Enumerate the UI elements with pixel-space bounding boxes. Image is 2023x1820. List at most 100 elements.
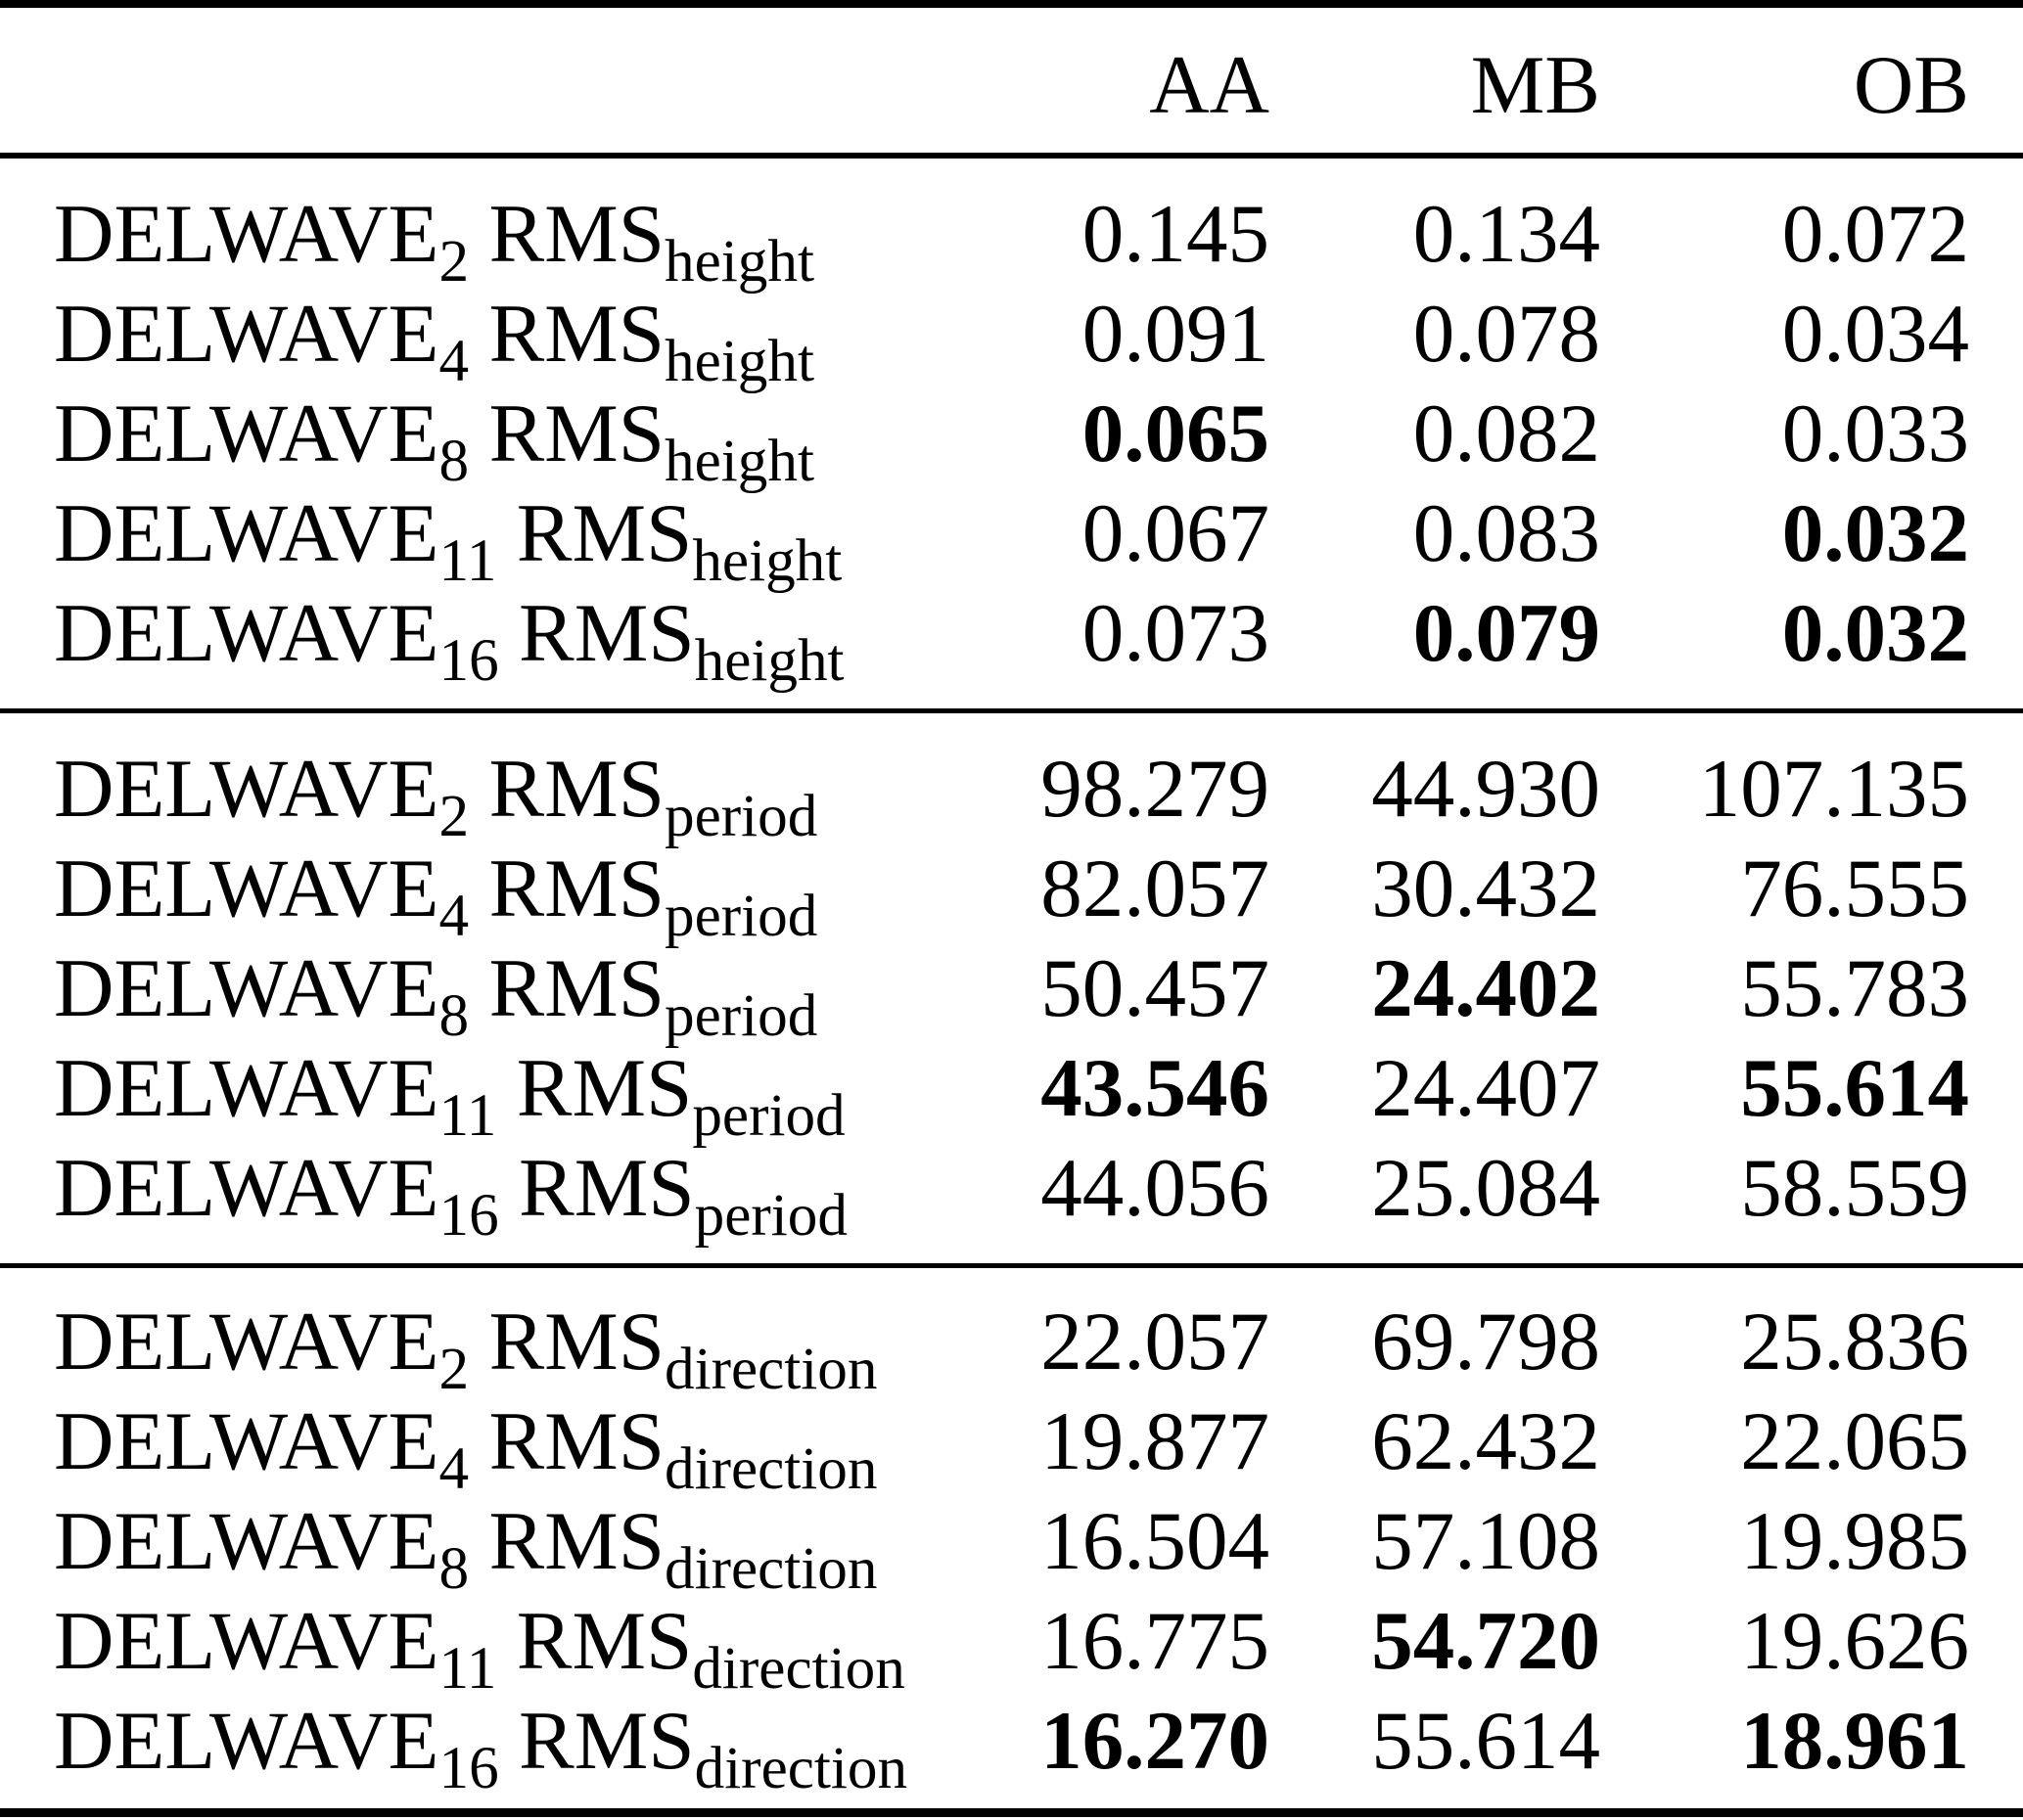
model-subscript: 2 — [438, 228, 470, 296]
value-cell-aa: 0.073 — [1081, 587, 1269, 679]
value-cell-mb: 24.407 — [1371, 1042, 1600, 1134]
value-cell-ob: 18.961 — [1740, 1695, 1969, 1787]
section-height: DELWAVE2 RMSheight 0.145 0.134 0.072 DELW… — [0, 156, 2023, 711]
model-subscript: 2 — [438, 783, 470, 850]
metric-name: RMS — [488, 743, 665, 835]
metric-subscript: height — [665, 328, 814, 395]
value-cell-ob: 0.033 — [1781, 387, 1969, 479]
value-cell-aa: 44.056 — [1040, 1142, 1269, 1234]
value-cell-mb: 44.930 — [1371, 743, 1600, 835]
value-cell-ob: 0.032 — [1781, 487, 1969, 579]
value-cell-aa: 82.057 — [1040, 842, 1269, 934]
row-label: DELWAVE16 RMSdirection — [0, 1691, 979, 1813]
model-name: DELWAVE — [54, 487, 439, 579]
header-empty-cell — [0, 4, 979, 156]
value-cell-aa: 16.270 — [1040, 1695, 1269, 1787]
row-label: DELWAVE8 RMSperiod — [0, 938, 979, 1046]
value-cell-aa: 0.065 — [1081, 387, 1269, 479]
metric-name: RMS — [488, 1296, 665, 1388]
section-period: DELWAVE2 RMSperiod 98.279 44.930 107.135 … — [0, 710, 2023, 1266]
model-name: DELWAVE — [54, 1296, 439, 1388]
metric-name: RMS — [516, 1042, 693, 1134]
model-name: DELWAVE — [54, 1395, 439, 1487]
metric-name: RMS — [519, 1142, 695, 1234]
value-cell-mb: 30.432 — [1371, 842, 1600, 934]
row-label: DELWAVE11 RMSdirection — [0, 1591, 979, 1699]
model-name: DELWAVE — [54, 1695, 439, 1787]
model-subscript: 16 — [438, 1735, 499, 1802]
table-header: AA MB OB — [0, 4, 2023, 156]
model-name: DELWAVE — [54, 1042, 439, 1134]
model-name: DELWAVE — [54, 288, 439, 380]
model-name: DELWAVE — [54, 842, 439, 934]
metric-name: RMS — [519, 1695, 695, 1787]
table-row: DELWAVE2 RMSheight 0.145 0.134 0.072 — [0, 156, 2023, 292]
value-cell-aa: 16.504 — [1040, 1495, 1269, 1587]
model-subscript: 2 — [438, 1336, 470, 1403]
model-subscript: 8 — [438, 982, 470, 1050]
value-cell-aa: 50.457 — [1040, 942, 1269, 1034]
row-label: DELWAVE4 RMSdirection — [0, 1391, 979, 1499]
model-subscript: 11 — [438, 1635, 497, 1703]
value-cell-ob: 76.555 — [1740, 842, 1969, 934]
model-subscript: 11 — [438, 527, 497, 595]
value-cell-mb: 0.083 — [1412, 487, 1600, 579]
metric-subscript: direction — [692, 1635, 905, 1703]
model-subscript: 16 — [438, 1182, 499, 1250]
metric-name: RMS — [488, 387, 665, 479]
metric-subscript: direction — [694, 1735, 908, 1802]
model-subscript: 11 — [438, 1082, 497, 1150]
model-name: DELWAVE — [54, 1495, 439, 1587]
column-header-mb: MB — [1470, 39, 1600, 131]
row-label: DELWAVE2 RMSheight — [0, 156, 979, 292]
header-row: AA MB OB — [0, 4, 2023, 156]
model-name: DELWAVE — [54, 1595, 439, 1687]
table-row: DELWAVE8 RMSperiod 50.457 24.402 55.783 — [0, 938, 2023, 1046]
table-row: DELWAVE8 RMSheight 0.065 0.082 0.033 — [0, 384, 2023, 491]
metric-name: RMS — [488, 842, 665, 934]
row-label: DELWAVE2 RMSdirection — [0, 1266, 979, 1399]
value-cell-mb: 0.134 — [1412, 188, 1600, 280]
model-subscript: 16 — [438, 627, 499, 695]
table-row: DELWAVE4 RMSdirection 19.877 62.432 22.06… — [0, 1391, 2023, 1499]
model-name: DELWAVE — [54, 1142, 439, 1234]
metric-name: RMS — [488, 288, 665, 380]
value-cell-aa: 16.775 — [1040, 1595, 1269, 1687]
metric-subscript: height — [665, 228, 814, 296]
table-row: DELWAVE4 RMSperiod 82.057 30.432 76.555 — [0, 839, 2023, 946]
column-header-aa: AA — [1149, 39, 1269, 131]
model-subscript: 8 — [438, 1535, 470, 1603]
table-row: DELWAVE8 RMSdirection 16.504 57.108 19.98… — [0, 1491, 2023, 1599]
row-label: DELWAVE2 RMSperiod — [0, 711, 979, 846]
value-cell-mb: 0.079 — [1412, 587, 1600, 679]
model-name: DELWAVE — [54, 587, 439, 679]
model-name: DELWAVE — [54, 942, 439, 1034]
metric-subscript: period — [665, 883, 818, 950]
value-cell-aa: 22.057 — [1040, 1296, 1269, 1388]
row-label: DELWAVE8 RMSdirection — [0, 1491, 979, 1599]
model-subscript: 8 — [438, 428, 470, 495]
value-cell-mb: 0.078 — [1412, 288, 1600, 380]
metric-subscript: direction — [665, 1435, 878, 1503]
table-row: DELWAVE2 RMSperiod 98.279 44.930 107.135 — [0, 711, 2023, 846]
value-cell-ob: 0.032 — [1781, 587, 1969, 679]
metric-name: RMS — [488, 188, 665, 280]
value-cell-mb: 69.798 — [1371, 1296, 1600, 1388]
column-header-ob: OB — [1853, 39, 1969, 131]
metric-subscript: period — [665, 783, 818, 850]
table-row: DELWAVE11 RMSdirection 16.775 54.720 19.6… — [0, 1591, 2023, 1699]
value-cell-mb: 57.108 — [1371, 1495, 1600, 1587]
metric-name: RMS — [519, 587, 695, 679]
table-row: DELWAVE16 RMSdirection 16.270 55.614 18.9… — [0, 1691, 2023, 1813]
row-label: DELWAVE16 RMSperiod — [0, 1138, 979, 1266]
row-label: DELWAVE16 RMSheight — [0, 583, 979, 711]
metric-subscript: direction — [665, 1535, 878, 1603]
value-cell-mb: 0.082 — [1412, 387, 1600, 479]
value-cell-mb: 55.614 — [1371, 1695, 1600, 1787]
value-cell-ob: 0.072 — [1781, 188, 1969, 280]
table-row: DELWAVE11 RMSperiod 43.546 24.407 55.614 — [0, 1038, 2023, 1146]
value-cell-aa: 43.546 — [1040, 1042, 1269, 1134]
metric-name: RMS — [488, 1395, 665, 1487]
